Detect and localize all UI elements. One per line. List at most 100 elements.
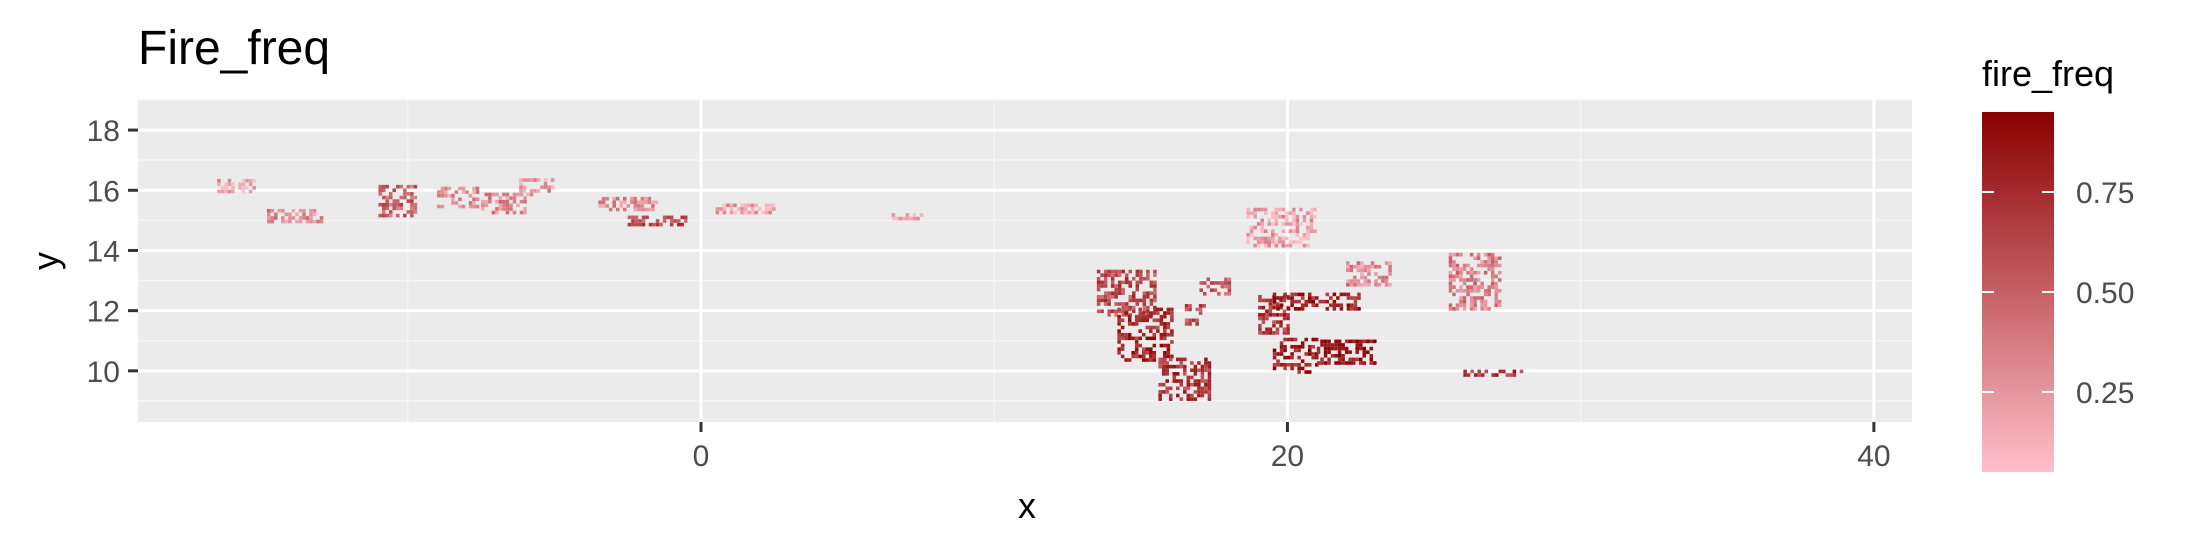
fire-cell (1204, 368, 1208, 373)
fire-cell (1272, 363, 1277, 367)
fire-cell (1146, 269, 1150, 274)
fire-cell (1153, 273, 1157, 277)
fire-cell (526, 192, 530, 197)
fire-cell (630, 196, 634, 201)
fire-cell (1362, 350, 1367, 354)
fire-cell (392, 202, 397, 207)
fire-cell (1156, 318, 1160, 323)
fire-cell (1323, 346, 1328, 351)
fire-cell (1494, 296, 1498, 300)
fire-cell (1268, 305, 1273, 310)
fire-cell (385, 184, 389, 189)
fire-cell (1193, 397, 1198, 401)
fire-cell (1263, 207, 1268, 212)
fire-cell (638, 222, 642, 227)
fire-cell (1299, 236, 1303, 241)
fire-cell (1302, 218, 1307, 223)
fire-cell (1334, 339, 1338, 344)
fire-cell (1261, 298, 1266, 303)
fire-cell (1469, 285, 1474, 289)
fire-cell (519, 178, 523, 182)
fire-cell (626, 204, 631, 208)
fire-cell (1127, 336, 1132, 341)
fire-cell (217, 178, 221, 183)
fire-cell (1297, 344, 1301, 349)
fire-cell (1107, 309, 1111, 314)
fire-cell (1253, 214, 1257, 219)
fire-cell (666, 215, 670, 220)
fire-cell (1146, 273, 1150, 277)
fire-cell (1297, 370, 1301, 374)
fire-cell (224, 182, 228, 187)
fire-cell (399, 184, 404, 189)
fire-cell (905, 216, 910, 221)
fire-cell (1224, 277, 1228, 282)
fire-cell (1356, 268, 1361, 273)
fire-cell (1149, 298, 1154, 303)
fire-cell (1132, 295, 1136, 299)
fire-cell (1135, 287, 1140, 292)
fire-cell (1483, 263, 1488, 268)
fire-cell (1204, 364, 1208, 369)
fire-cell (1271, 229, 1275, 234)
fire-cell (502, 203, 506, 208)
fire-cell (1145, 358, 1150, 362)
fire-cell (1110, 280, 1115, 285)
fire-cell (1120, 325, 1125, 330)
fire-cell (1191, 318, 1196, 323)
fire-cell (1256, 222, 1261, 226)
fire-cell (281, 219, 285, 224)
fire-cell (1281, 207, 1286, 212)
fire-cell (1300, 344, 1305, 349)
fire-cell (1145, 336, 1150, 341)
fire-cell (1369, 346, 1374, 351)
fire-cell (1295, 240, 1300, 244)
fire-cell (1152, 325, 1157, 330)
fire-cell (1134, 314, 1139, 319)
fire-cell (1117, 302, 1122, 306)
fire-cell (1487, 256, 1491, 261)
fire-cell (1117, 314, 1121, 319)
fire-cell (1152, 358, 1157, 362)
fire-cell (227, 182, 232, 187)
fire-cell (736, 207, 741, 211)
fire-cell (1163, 350, 1167, 355)
fire-cell (498, 199, 503, 204)
fire-cell (295, 212, 299, 217)
fire-cell (1487, 252, 1491, 257)
fire-cell (1320, 343, 1324, 347)
fire-cell (1165, 390, 1169, 394)
fire-cell (1320, 361, 1324, 365)
fire-cell (1146, 276, 1150, 281)
fire-cell (1286, 296, 1291, 300)
fire-cell (484, 192, 489, 197)
fire-cell (1377, 275, 1382, 280)
fire-cell (1356, 282, 1361, 287)
fire-cell (1131, 336, 1135, 341)
fire-region (217, 178, 256, 194)
fire-cell (451, 193, 455, 198)
fire-cell (224, 186, 228, 190)
fire-cell (1341, 346, 1345, 351)
x-tick-label: 40 (1857, 440, 1890, 473)
fire-cell (385, 202, 389, 207)
fire-cell (1300, 307, 1305, 311)
fire-cell (1300, 292, 1305, 297)
fire-cell (288, 212, 292, 217)
fire-cell (1316, 350, 1321, 354)
fire-cell (1124, 302, 1129, 306)
fire-cell (1307, 344, 1312, 349)
fire-cell (1258, 305, 1262, 310)
fire-cell (1490, 281, 1495, 286)
fire-cell (1153, 298, 1157, 303)
fire-cell (396, 199, 400, 203)
fire-cell (1159, 322, 1164, 326)
legend-tick-label: 0.25 (2076, 377, 2134, 410)
fire-cell (1131, 354, 1135, 359)
fire-cell (1502, 369, 1506, 374)
fire-cell (1463, 369, 1467, 374)
fire-cell (1146, 291, 1150, 296)
fire-cell (644, 200, 648, 205)
fire-cell (468, 201, 473, 205)
fire-cell (238, 182, 242, 187)
